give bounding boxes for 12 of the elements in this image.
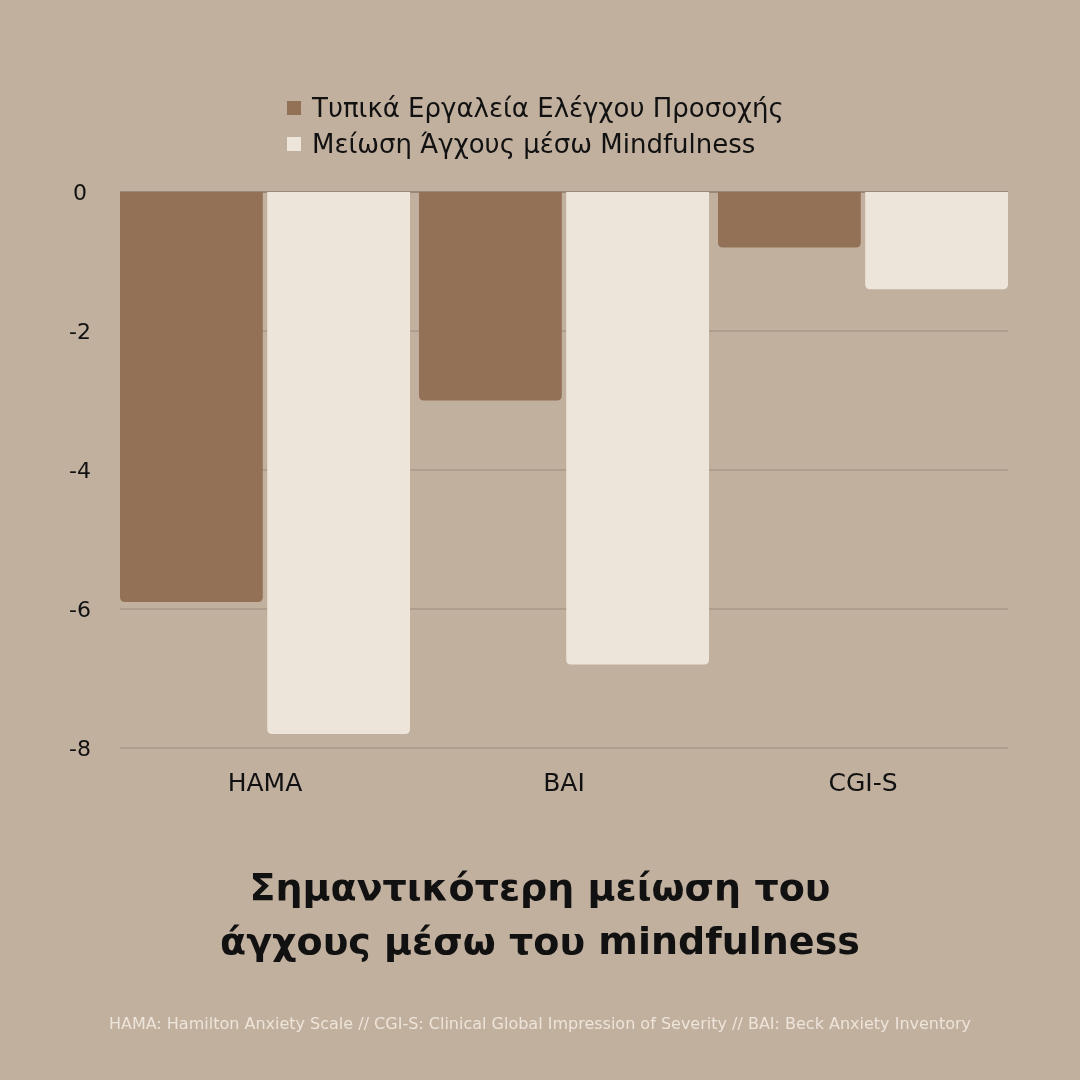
x-tick-label: CGI-S bbox=[828, 768, 898, 797]
y-tick-label: 0 bbox=[73, 179, 87, 205]
legend-label: Τυπικά Εργαλεία Ελέγχου Προσοχής bbox=[311, 93, 784, 124]
x-tick-label: BAI bbox=[543, 768, 585, 797]
y-tick-label: -4 bbox=[69, 457, 91, 483]
x-tick-label: HAMA bbox=[227, 768, 303, 797]
y-tick-label: -8 bbox=[69, 735, 91, 761]
y-tick-label: -2 bbox=[69, 318, 91, 344]
legend-label: Μείωση Άγχους μέσω Mindfulness bbox=[312, 129, 756, 160]
y-tick-label: -6 bbox=[69, 596, 91, 622]
text: Σημαντικότερη μείωση του άγχους μέσω του mindfulness bbox=[220, 865, 860, 963]
text: HAMA: Hamilton Anxiety Scale // CGI-S: Clinical Global Impression of Severity // BAI: Beck Anxiety Inventory bbox=[108, 1014, 972, 1033]
